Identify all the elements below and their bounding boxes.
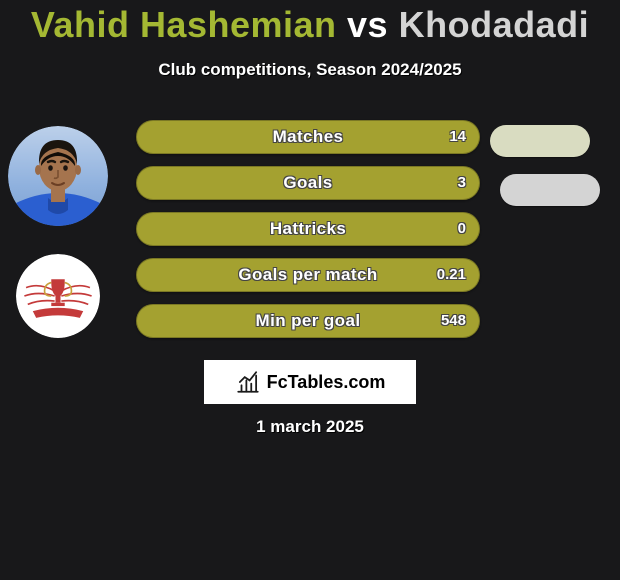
stat-row-hattricks: Hattricks 0: [136, 212, 480, 246]
stat-label: Hattricks: [136, 212, 480, 246]
stat-row-mpg: Min per goal 548: [136, 304, 480, 338]
brand-link[interactable]: FcTables.com: [204, 360, 416, 404]
stat-value: 0.21: [437, 258, 466, 292]
stat-value: 14: [449, 120, 466, 154]
player2-name: Khodadadi: [399, 4, 590, 45]
stat-value: 548: [441, 304, 466, 338]
stat-bars: Matches 14 Goals 3 Hattricks 0 Goals per…: [136, 120, 480, 350]
avatar-column: [8, 126, 108, 366]
player1-name: Vahid Hashemian: [31, 4, 337, 45]
stat-row-matches: Matches 14: [136, 120, 480, 154]
as-of-date: 1 march 2025: [0, 417, 620, 437]
stat-label: Goals: [136, 166, 480, 200]
player2-pill: [500, 174, 600, 206]
subtitle: Club competitions, Season 2024/2025: [0, 60, 620, 80]
stat-row-goals: Goals 3: [136, 166, 480, 200]
player1-pill: [490, 125, 590, 157]
stat-label: Min per goal: [136, 304, 480, 338]
stat-value: 0: [458, 212, 466, 246]
page-title: Vahid Hashemian vs Khodadadi: [0, 0, 620, 46]
stat-label: Goals per match: [136, 258, 480, 292]
brand-name: FcTables.com: [267, 372, 386, 393]
brand-icon: [235, 369, 261, 395]
stat-row-gpm: Goals per match 0.21: [136, 258, 480, 292]
player1-avatar: [8, 126, 108, 226]
stat-value: 3: [458, 166, 466, 200]
vs-text: vs: [347, 4, 388, 45]
player2-avatar: [16, 254, 100, 338]
stat-label: Matches: [136, 120, 480, 154]
